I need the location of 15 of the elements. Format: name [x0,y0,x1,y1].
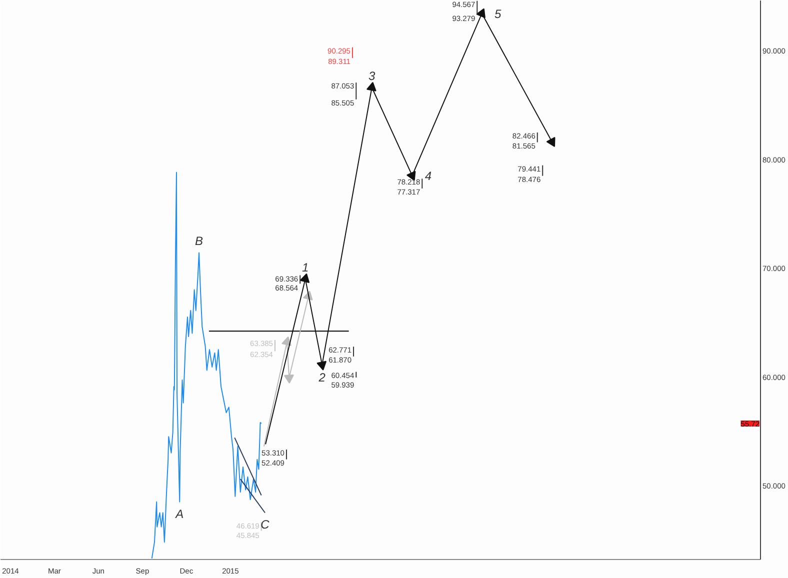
point [282,336,292,346]
point [476,8,486,18]
point [300,273,310,283]
annotation: C [260,518,270,532]
annotation: 4 [424,169,432,184]
annotation: A [174,506,184,521]
annotation: 5 [494,7,502,22]
point [366,82,376,92]
point [284,374,294,384]
point [316,360,327,370]
point [546,136,556,147]
annotation: B [195,234,204,248]
annotation: 2 [318,370,326,384]
annotation: 1 [302,260,309,274]
annotation: 3 [368,69,376,84]
